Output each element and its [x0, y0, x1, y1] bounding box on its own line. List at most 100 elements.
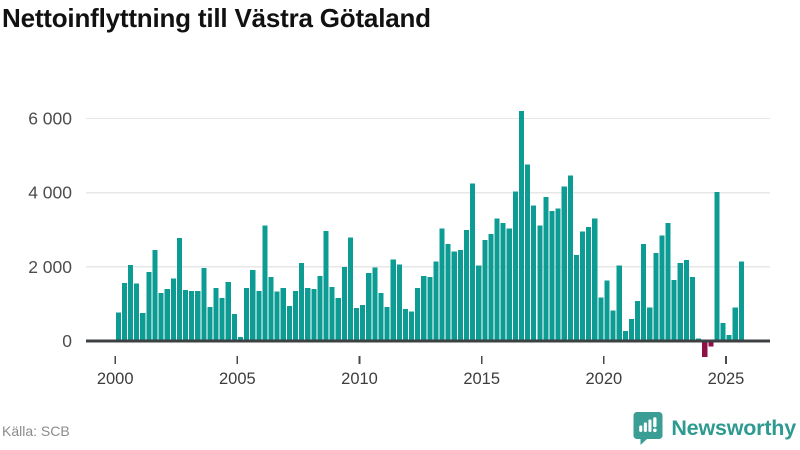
bar-2019-q2[interactable]	[586, 227, 592, 341]
bar-2015-q3[interactable]	[494, 218, 500, 341]
bar-2022-q3[interactable]	[665, 223, 671, 341]
bar-2000-q1[interactable]	[115, 312, 121, 341]
bar-2014-q4[interactable]	[476, 265, 482, 341]
bar-2021-q1[interactable]	[628, 319, 634, 341]
bar-2019-q1[interactable]	[580, 231, 586, 341]
bar-2001-q3[interactable]	[152, 249, 158, 341]
newsworthy-logo[interactable]: Newsworthy	[633, 411, 796, 445]
bar-2005-q3[interactable]	[250, 269, 256, 341]
bar-2019-q3[interactable]	[592, 218, 598, 341]
bar-2010-q2[interactable]	[366, 272, 372, 341]
bar-2013-q2[interactable]	[439, 228, 445, 341]
bar-2001-q4[interactable]	[158, 292, 164, 341]
bar-2013-q1[interactable]	[433, 261, 439, 341]
bar-2015-q4[interactable]	[500, 223, 506, 341]
bar-2000-q2[interactable]	[121, 283, 128, 341]
bar-2018-q2[interactable]	[561, 186, 567, 341]
bar-2009-q4[interactable]	[354, 308, 360, 341]
bar-2025-q2[interactable]	[732, 307, 738, 341]
bar-2018-q1[interactable]	[555, 208, 561, 341]
bar-2011-q1[interactable]	[384, 306, 390, 341]
bar-2022-q2[interactable]	[659, 235, 665, 341]
bar-2007-q3[interactable]	[299, 262, 305, 341]
bar-2016-q4[interactable]	[525, 164, 531, 341]
bar-2010-q4[interactable]	[378, 292, 384, 341]
bar-2018-q3[interactable]	[567, 175, 573, 341]
bar-2014-q2[interactable]	[463, 229, 470, 341]
bar-2013-q4[interactable]	[451, 251, 457, 341]
bar-2024-q4[interactable]	[720, 323, 726, 341]
bar-2003-q2[interactable]	[195, 290, 201, 341]
bar-2008-q2[interactable]	[317, 275, 323, 341]
bar-2013-q3[interactable]	[445, 243, 451, 341]
bar-2025-q1[interactable]	[726, 335, 732, 341]
bar-2002-q3[interactable]	[176, 237, 182, 341]
bar-2012-q4[interactable]	[427, 276, 433, 341]
bar-2021-q2[interactable]	[634, 300, 641, 341]
bar-2006-q2[interactable]	[268, 276, 274, 341]
bar-2007-q1[interactable]	[286, 305, 292, 341]
bar-2024-q2[interactable]	[708, 341, 714, 347]
bar-2020-q1[interactable]	[604, 280, 610, 341]
bar-2017-q1[interactable]	[531, 205, 537, 341]
bar-2022-q1[interactable]	[653, 253, 659, 341]
bar-2016-q1[interactable]	[506, 228, 512, 341]
bar-2011-q4[interactable]	[402, 309, 408, 341]
bar-2009-q3[interactable]	[347, 237, 353, 341]
bar-2012-q3[interactable]	[421, 275, 427, 341]
bar-2001-q1[interactable]	[140, 312, 146, 341]
bar-2015-q2[interactable]	[488, 234, 494, 341]
bar-2005-q2[interactable]	[244, 287, 250, 341]
bar-2003-q1[interactable]	[189, 290, 195, 341]
bar-2023-q1[interactable]	[677, 263, 683, 341]
bar-2015-q1[interactable]	[482, 239, 488, 341]
bar-2011-q2[interactable]	[390, 259, 396, 342]
bar-2008-q4[interactable]	[329, 286, 335, 341]
bar-2008-q1[interactable]	[311, 289, 317, 341]
bar-2022-q4[interactable]	[671, 279, 677, 341]
bar-2012-q1[interactable]	[408, 311, 415, 341]
bar-2005-q1[interactable]	[237, 336, 244, 341]
bar-2006-q4[interactable]	[280, 287, 286, 341]
bar-2014-q3[interactable]	[470, 183, 476, 341]
bar-2008-q3[interactable]	[323, 230, 329, 341]
bar-2009-q1[interactable]	[335, 297, 341, 341]
bar-2019-q4[interactable]	[598, 297, 604, 341]
bar-2011-q3[interactable]	[396, 264, 402, 341]
bar-2016-q3[interactable]	[518, 111, 525, 341]
bar-2004-q4[interactable]	[231, 313, 237, 341]
bar-2023-q3[interactable]	[689, 277, 696, 341]
bar-2004-q3[interactable]	[225, 282, 231, 341]
bar-2017-q4[interactable]	[549, 210, 555, 341]
bar-2002-q1[interactable]	[164, 289, 170, 341]
bar-2004-q1[interactable]	[213, 287, 219, 341]
bar-2002-q4[interactable]	[182, 289, 189, 341]
bar-2024-q1[interactable]	[702, 341, 708, 357]
bar-2017-q2[interactable]	[537, 225, 543, 341]
bar-2000-q4[interactable]	[134, 283, 140, 341]
bar-2005-q4[interactable]	[256, 290, 262, 341]
bar-2004-q2[interactable]	[219, 297, 225, 341]
bar-2020-q4[interactable]	[622, 330, 628, 341]
bar-2018-q4[interactable]	[573, 254, 579, 341]
bar-2020-q3[interactable]	[616, 265, 622, 341]
bar-2023-q2[interactable]	[683, 259, 689, 341]
bar-2024-q3[interactable]	[714, 191, 720, 341]
bar-2014-q1[interactable]	[457, 250, 463, 341]
bar-2025-q3[interactable]	[738, 261, 744, 341]
bar-2009-q2[interactable]	[341, 266, 347, 341]
bar-2007-q4[interactable]	[305, 287, 311, 341]
bar-2021-q4[interactable]	[647, 307, 653, 341]
bar-2001-q2[interactable]	[146, 272, 152, 341]
bar-2010-q3[interactable]	[372, 267, 378, 341]
bar-2021-q3[interactable]	[641, 243, 647, 341]
bar-2003-q4[interactable]	[207, 306, 213, 341]
bar-2012-q2[interactable]	[415, 287, 421, 341]
bar-2002-q2[interactable]	[170, 278, 176, 341]
bar-2000-q3[interactable]	[128, 265, 134, 341]
bar-2017-q3[interactable]	[543, 197, 549, 341]
bar-2020-q2[interactable]	[610, 310, 616, 341]
bar-2016-q2[interactable]	[512, 191, 518, 341]
bar-2003-q3[interactable]	[201, 267, 207, 341]
bar-2010-q1[interactable]	[360, 305, 366, 341]
